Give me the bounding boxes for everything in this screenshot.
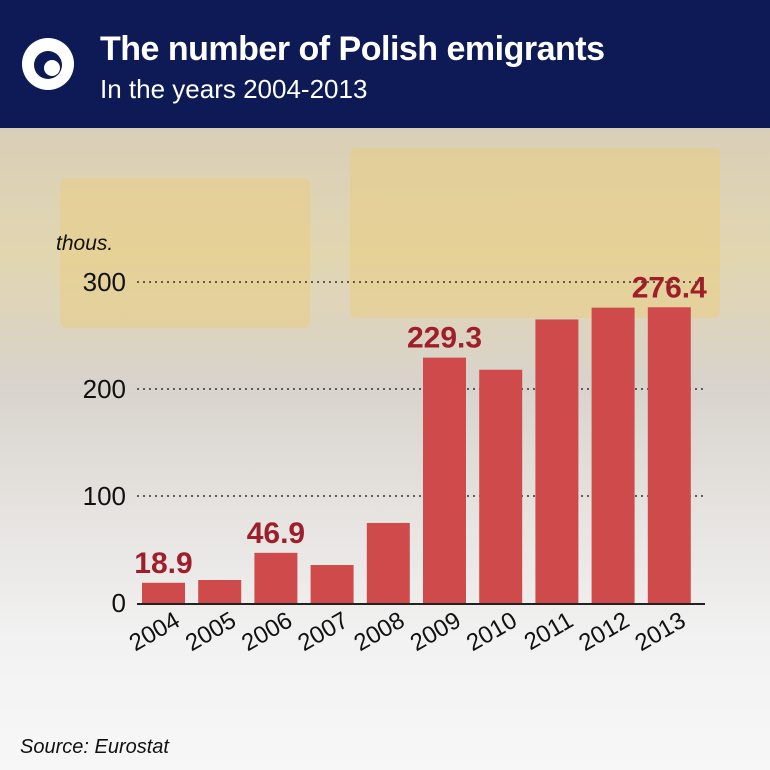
x-tick-label: 2012	[574, 607, 634, 657]
bar-2010	[479, 369, 523, 603]
bar-2005	[198, 579, 242, 603]
x-tick-label: 2011	[520, 607, 578, 656]
source-note: Source: Eurostat	[20, 736, 169, 758]
y-tick-label: 100	[83, 481, 126, 511]
airport-sign	[60, 178, 310, 328]
bar-2013	[647, 307, 691, 603]
header: The number of Polish emigrants In the ye…	[0, 0, 770, 128]
bar-2008	[366, 522, 410, 603]
chart-title: The number of Polish emigrants	[100, 30, 605, 68]
x-tick-label: 2005	[181, 607, 241, 657]
x-tick-label: 2007	[293, 607, 353, 657]
x-tick-label: 2009	[406, 607, 466, 657]
background-photo	[0, 128, 770, 770]
y-tick-label: 0	[112, 588, 126, 618]
bar-2012	[591, 307, 635, 603]
y-axis-label: thous.	[56, 232, 113, 255]
bar-2011	[535, 319, 579, 603]
x-tick-label: 2008	[350, 607, 410, 657]
x-tick-label: 2004	[125, 607, 185, 657]
x-tick-label: 2006	[237, 607, 297, 657]
y-tick-label: 200	[83, 374, 126, 404]
bar-2004	[142, 582, 185, 603]
logo-icon	[22, 38, 74, 90]
airport-sign	[350, 148, 720, 318]
bar-2007	[310, 565, 354, 603]
x-tick-label: 2013	[631, 607, 691, 657]
chart-subtitle: In the years 2004-2013	[100, 74, 368, 104]
y-tick-label: 300	[83, 267, 126, 297]
data-label: 229.3	[407, 322, 482, 355]
bar-2009	[423, 357, 466, 603]
x-tick-label: 2010	[462, 607, 522, 657]
data-label: 276.4	[632, 271, 707, 304]
bar-2006	[254, 552, 298, 603]
data-label: 18.9	[134, 547, 192, 580]
data-label: 46.9	[247, 517, 305, 550]
